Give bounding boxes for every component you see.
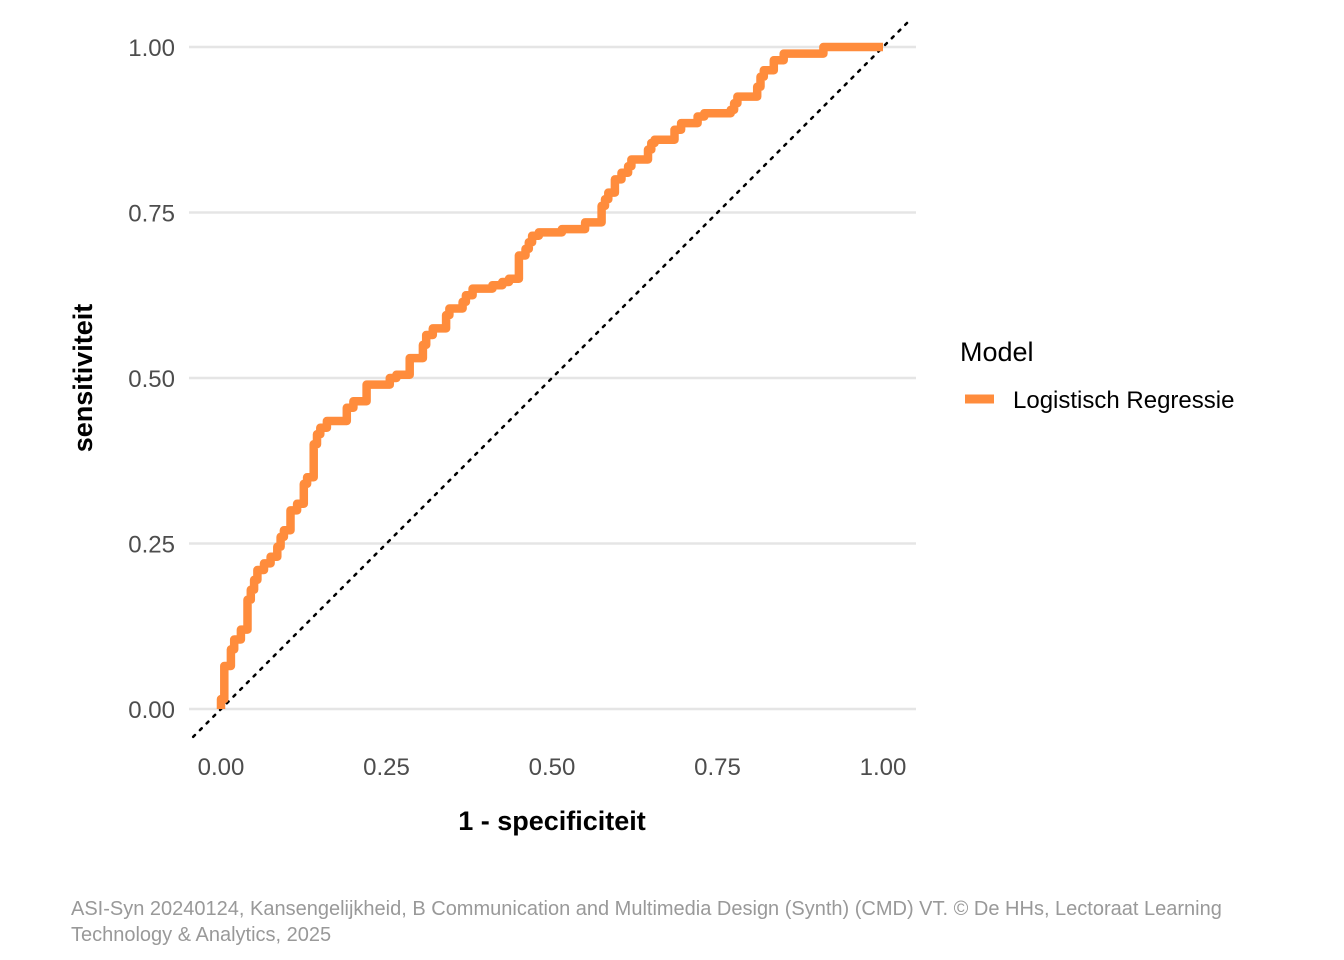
x-tick-label: 0.50 (529, 754, 576, 781)
reference-line-layer (191, 17, 913, 739)
y-tick-label: 0.75 (128, 201, 175, 228)
y-tick-label: 0.00 (128, 697, 175, 724)
series-layer (216, 42, 883, 709)
chart-caption: ASI-Syn 20240124, Kansengelijkheid, B Co… (71, 898, 1222, 946)
y-axis-ticks: 0.00 0.25 0.50 0.75 1.00 (128, 35, 175, 724)
roc-chart: 0.00 0.25 0.50 0.75 1.00 0.00 0.25 0.50 0.75 1.0… (68, 17, 1234, 836)
y-tick-label: 0.25 (128, 532, 175, 559)
legend-label: Logistisch Regressie (1013, 387, 1234, 414)
y-tick-label: 0.50 (128, 366, 175, 393)
roc-curve-line (216, 42, 883, 709)
x-tick-label: 0.00 (198, 754, 245, 781)
x-tick-label: 1.00 (860, 754, 907, 781)
x-axis-title: 1 - specificiteit (458, 806, 646, 836)
x-tick-label: 0.25 (363, 754, 410, 781)
x-axis-ticks: 0.00 0.25 0.50 0.75 1.00 (198, 754, 907, 781)
y-axis-title: sensitiviteit (68, 304, 98, 453)
x-tick-label: 0.75 (694, 754, 741, 781)
diagonal-reference-line (191, 17, 913, 739)
legend: Model Logistisch Regressie (960, 337, 1234, 414)
legend-title: Model (960, 337, 1034, 367)
y-tick-label: 1.00 (128, 35, 175, 62)
grid-lines (189, 45, 916, 711)
